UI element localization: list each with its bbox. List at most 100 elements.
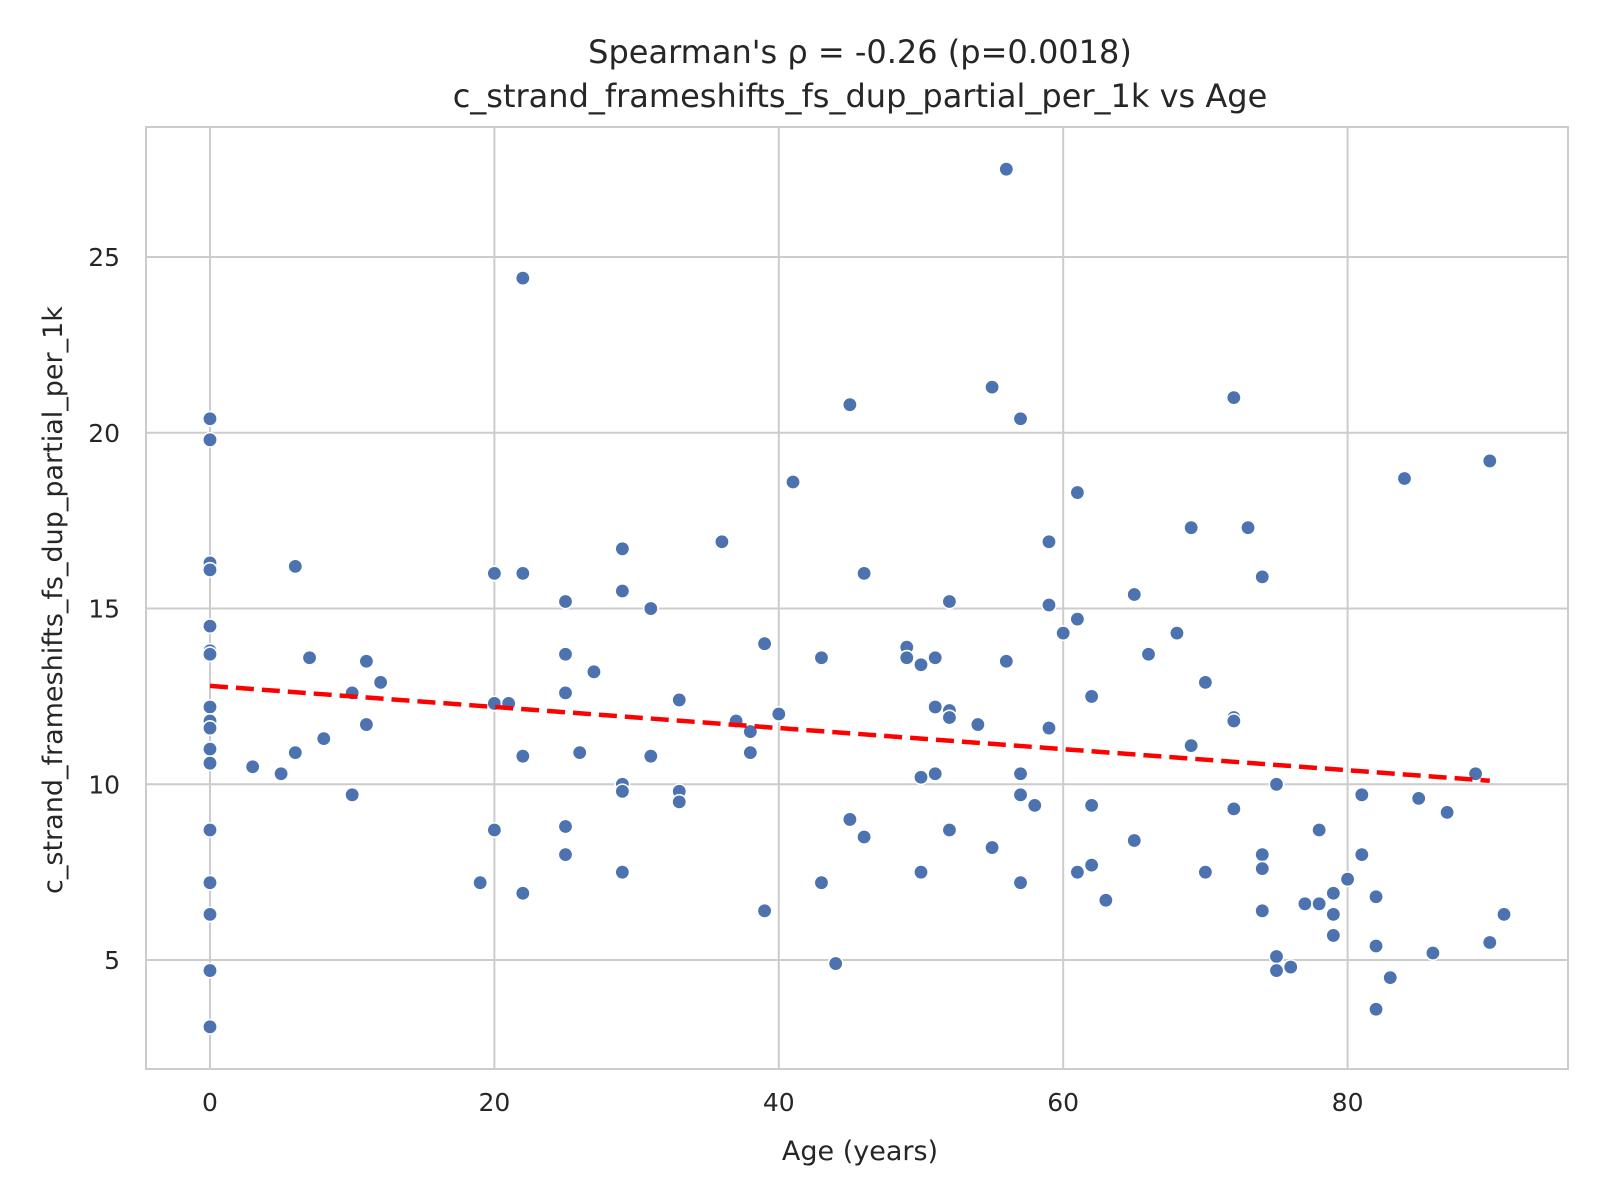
y-tick-label: 5 (104, 946, 120, 975)
data-point (1282, 959, 1299, 976)
data-point (201, 906, 218, 923)
data-point (557, 818, 574, 835)
data-point (941, 593, 958, 610)
tick-labels: 0 20 40 60 80 5 10 15 20 25 (88, 243, 1363, 1117)
data-point (287, 744, 304, 761)
x-tick-label: 60 (1047, 1088, 1079, 1117)
data-point (201, 755, 218, 772)
data-point (756, 635, 773, 652)
data-point (1012, 765, 1029, 782)
data-point (1481, 452, 1498, 469)
data-point (1496, 906, 1513, 923)
data-point (841, 811, 858, 828)
data-point (1040, 720, 1057, 737)
data-point (1168, 625, 1185, 642)
data-point (1254, 568, 1271, 585)
data-point (742, 744, 759, 761)
data-point (1368, 888, 1385, 905)
data-point (486, 565, 503, 582)
data-point (1012, 874, 1029, 891)
data-point (1339, 871, 1356, 888)
data-point (201, 431, 218, 448)
data-point (1382, 969, 1399, 986)
plot-frame (145, 126, 1569, 1070)
trend-line (209, 683, 1490, 784)
data-point (770, 705, 787, 722)
y-tick-label: 15 (88, 595, 120, 624)
data-point (1254, 860, 1271, 877)
data-point (1225, 713, 1242, 730)
data-point (486, 821, 503, 838)
data-point (201, 618, 218, 635)
data-point (1183, 737, 1200, 754)
x-tick-label: 20 (478, 1088, 510, 1117)
data-point (201, 821, 218, 838)
data-point (372, 674, 389, 691)
data-point (201, 646, 218, 663)
data-point (201, 874, 218, 891)
data-point (201, 741, 218, 758)
data-point (1183, 519, 1200, 536)
data-point (1368, 937, 1385, 954)
data-point (557, 684, 574, 701)
data-point (1040, 533, 1057, 550)
data-point (827, 955, 844, 972)
data-point (1254, 902, 1271, 919)
data-point (998, 653, 1015, 670)
data-point (927, 765, 944, 782)
data-point (1424, 945, 1441, 962)
data-point (344, 786, 361, 803)
data-point (1225, 800, 1242, 817)
data-point (713, 533, 730, 550)
data-point (1353, 786, 1370, 803)
data-point (1069, 611, 1086, 628)
data-point (614, 582, 631, 599)
data-point (941, 709, 958, 726)
data-point (1083, 797, 1100, 814)
data-point (614, 864, 631, 881)
chart-subtitle: c_strand_frameshifts_fs_dup_partial_per_… (453, 77, 1268, 115)
data-point (1353, 846, 1370, 863)
data-point (1197, 674, 1214, 691)
data-point (984, 379, 1001, 396)
data-point (912, 656, 929, 673)
data-point (557, 646, 574, 663)
data-point (315, 730, 332, 747)
data-point (1040, 597, 1057, 614)
data-point (941, 821, 958, 838)
data-point (813, 649, 830, 666)
data-point (557, 593, 574, 610)
data-point (614, 540, 631, 557)
data-point (1225, 389, 1242, 406)
data-point (1240, 519, 1257, 536)
x-tick-label: 40 (763, 1088, 795, 1117)
data-point (1325, 927, 1342, 944)
data-point (514, 565, 531, 582)
chart-title: Spearman's ρ = -0.26 (p=0.0018) (588, 33, 1132, 71)
data-point (585, 663, 602, 680)
data-point (201, 410, 218, 427)
data-point (1439, 804, 1456, 821)
data-point (1268, 962, 1285, 979)
data-point (1012, 410, 1029, 427)
data-point (1126, 586, 1143, 603)
data-point (1197, 864, 1214, 881)
data-point (1481, 934, 1498, 951)
data-point (614, 783, 631, 800)
data-point (1069, 484, 1086, 501)
data-point (273, 765, 290, 782)
data-point (1368, 1001, 1385, 1018)
data-point (841, 396, 858, 413)
data-point (1254, 846, 1271, 863)
data-point (1311, 821, 1328, 838)
data-point (642, 600, 659, 617)
data-point (1325, 885, 1342, 902)
x-axis-label: Age (years) (782, 1136, 938, 1167)
data-point (557, 846, 574, 863)
data-point (358, 716, 375, 733)
data-point (912, 864, 929, 881)
data-point (813, 874, 830, 891)
data-point (856, 829, 873, 846)
data-point (1410, 790, 1427, 807)
